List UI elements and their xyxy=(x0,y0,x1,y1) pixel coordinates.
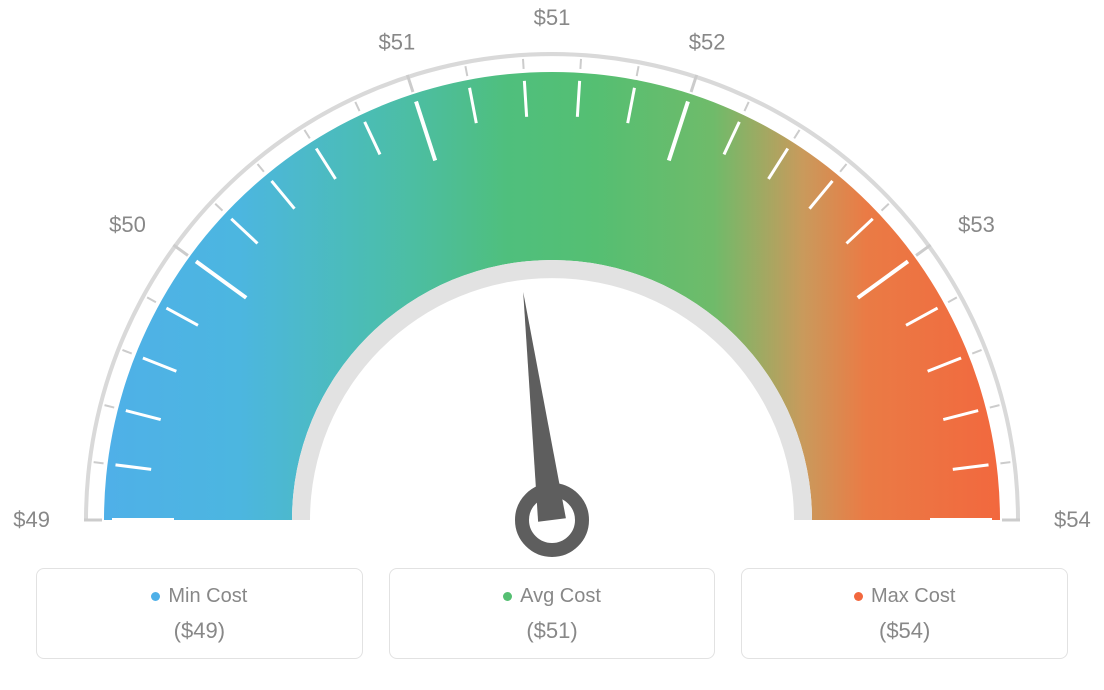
gauge-svg: $49 $50 $51 $51 $52 $53 $54 xyxy=(0,0,1104,560)
legend-label: Max Cost xyxy=(871,585,955,608)
gauge-tick-label: $51 xyxy=(379,30,416,55)
gauge-outer-tick xyxy=(916,245,931,256)
gauge-tick-label: $52 xyxy=(689,30,726,55)
gauge-outer-minor-tick xyxy=(794,130,799,138)
legend-label: Avg Cost xyxy=(520,585,601,608)
gauge-tick-label: $51 xyxy=(534,5,571,30)
legend-card: Min Cost ($49) xyxy=(36,568,363,659)
gauge-outer-minor-tick xyxy=(215,204,222,211)
legend-dot xyxy=(854,592,863,601)
legend-card: Max Cost ($54) xyxy=(741,568,1068,659)
gauge-outer-minor-tick xyxy=(94,462,104,463)
legend-dot xyxy=(151,592,160,601)
gauge-outer-minor-tick xyxy=(105,405,115,407)
legend-title: Max Cost xyxy=(854,585,955,608)
legend-row: Min Cost ($49) Avg Cost ($51) Max Cost ($54) xyxy=(0,568,1104,659)
gauge-outer-minor-tick xyxy=(948,297,957,302)
gauge-outer-minor-tick xyxy=(304,130,309,138)
gauge-outer-minor-tick xyxy=(1000,462,1010,463)
legend-value: ($54) xyxy=(754,618,1055,644)
gauge-outer-minor-tick xyxy=(580,59,581,69)
legend-title: Avg Cost xyxy=(503,585,601,608)
gauge-outer-minor-tick xyxy=(744,102,748,111)
gauge-outer-minor-tick xyxy=(355,102,359,111)
legend-value: ($51) xyxy=(402,618,703,644)
gauge-outer-minor-tick xyxy=(523,59,524,69)
gauge-tick-label: $50 xyxy=(109,212,146,237)
gauge-tick-label: $49 xyxy=(13,507,50,532)
gauge-outer-minor-tick xyxy=(465,66,467,76)
gauge-outer-minor-tick xyxy=(637,66,639,76)
gauge-outer-minor-tick xyxy=(972,350,981,354)
legend-value: ($49) xyxy=(49,618,350,644)
gauge-outer-minor-tick xyxy=(881,204,888,211)
gauge-tick-label: $54 xyxy=(1054,507,1091,532)
legend-label: Min Cost xyxy=(168,585,247,608)
legend-title: Min Cost xyxy=(151,585,247,608)
gauge-outer-tick xyxy=(173,245,188,256)
legend-dot xyxy=(503,592,512,601)
legend-card: Avg Cost ($51) xyxy=(389,568,716,659)
gauge-tick-label: $53 xyxy=(958,212,995,237)
gauge-outer-minor-tick xyxy=(147,297,156,302)
gauge-chart: $49 $50 $51 $51 $52 $53 $54 xyxy=(0,0,1104,560)
gauge-outer-minor-tick xyxy=(258,164,264,172)
gauge-outer-minor-tick xyxy=(122,350,131,354)
gauge-outer-minor-tick xyxy=(840,164,846,172)
gauge-outer-minor-tick xyxy=(990,405,1000,407)
